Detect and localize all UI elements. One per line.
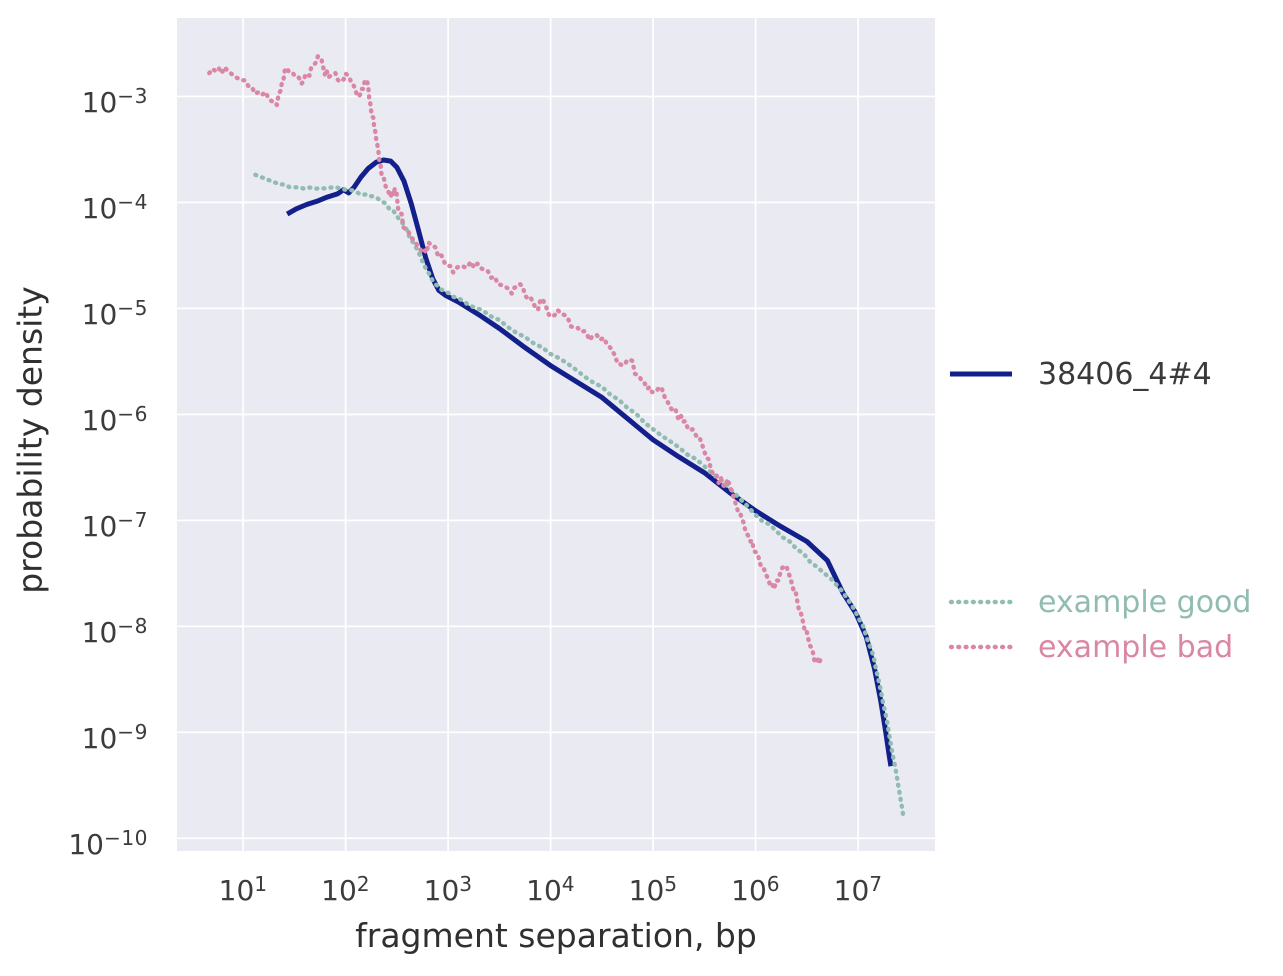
y-tick-label: 10−10 xyxy=(68,826,148,862)
legend-label-38406: 38406_4#4 xyxy=(1038,356,1212,392)
x-tick-label: 106 xyxy=(731,872,781,908)
legend-examples: example good example bad xyxy=(948,583,1251,673)
legend-main: 38406_4#4 xyxy=(948,355,1212,400)
y-tick-label: 10−6 xyxy=(81,402,148,438)
y-tick-label: 10−5 xyxy=(81,296,148,332)
legend-swatch-dotted-bad xyxy=(948,644,1014,650)
y-tick-label: 10−8 xyxy=(81,614,148,650)
legend-row-example-good: example good xyxy=(948,583,1251,621)
x-tick-label: 104 xyxy=(526,872,576,908)
y-tick-label: 10−7 xyxy=(81,508,148,544)
y-tick-label: 10−9 xyxy=(81,720,148,756)
legend-label-example-good: example good xyxy=(1038,584,1252,620)
legend-swatch-solid-line xyxy=(950,371,1012,377)
x-tick-label: 105 xyxy=(628,872,678,908)
legend-label-example-bad: example bad xyxy=(1038,629,1234,665)
x-tick-label: 102 xyxy=(321,872,371,908)
y-tick-label: 10−3 xyxy=(81,84,148,120)
x-tick-label: 101 xyxy=(218,872,268,908)
legend-row-example-bad: example bad xyxy=(948,628,1251,666)
plot-background xyxy=(177,18,935,851)
y-tick-label: 10−4 xyxy=(81,190,148,226)
x-tick-label: 107 xyxy=(833,872,883,908)
y-axis-label: probability density xyxy=(10,286,50,594)
series-line-example-bad xyxy=(207,54,824,665)
legend-row-38406: 38406_4#4 xyxy=(948,355,1212,393)
x-tick-label: 103 xyxy=(423,872,473,908)
x-axis-label: fragment separation, bp xyxy=(355,916,757,955)
legend-swatch-dotted-good xyxy=(948,599,1014,605)
series-line-example-good xyxy=(253,172,906,819)
